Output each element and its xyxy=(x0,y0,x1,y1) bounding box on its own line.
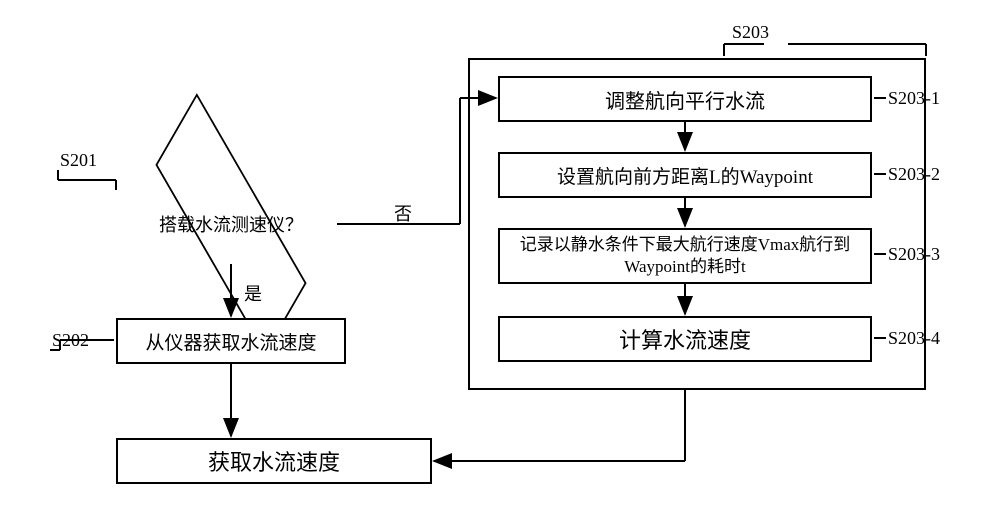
label-s202: S202 xyxy=(52,330,89,351)
node-s203-3-text: 记录以静水条件下最大航行速度Vmax航行到Waypoint的耗时t xyxy=(510,234,860,278)
node-s203-2-text: 设置航向前方距离L的Waypoint xyxy=(557,162,813,189)
label-s203-2: S203-2 xyxy=(888,164,940,185)
node-s203-3: 记录以静水条件下最大航行速度Vmax航行到Waypoint的耗时t xyxy=(498,228,872,284)
yes-label: 是 xyxy=(244,280,262,306)
node-s203-1: 调整航向平行水流 xyxy=(498,76,872,122)
node-s202: 从仪器获取水流速度 xyxy=(116,318,346,364)
label-s203-1: S203-1 xyxy=(888,88,940,109)
node-s203-1-text: 调整航向平行水流 xyxy=(605,85,765,114)
decision-text: 搭载水流测速仪？ xyxy=(159,211,303,237)
node-s203-4-text: 计算水流速度 xyxy=(619,323,751,355)
node-s203-4: 计算水流速度 xyxy=(498,316,872,362)
node-s203-2: 设置航向前方距离L的Waypoint xyxy=(498,152,872,198)
node-s202-text: 从仪器获取水流速度 xyxy=(145,328,316,355)
label-s203-4: S203-4 xyxy=(888,328,940,349)
label-s203: S203 xyxy=(732,22,769,43)
label-s203-3: S203-3 xyxy=(888,244,940,265)
node-final: 获取水流速度 xyxy=(116,438,432,484)
node-final-text: 获取水流速度 xyxy=(208,445,340,477)
no-label: 否 xyxy=(394,200,412,226)
decision-node-s201: 搭载水流测速仪？ xyxy=(125,184,337,264)
label-s201: S201 xyxy=(60,150,97,171)
